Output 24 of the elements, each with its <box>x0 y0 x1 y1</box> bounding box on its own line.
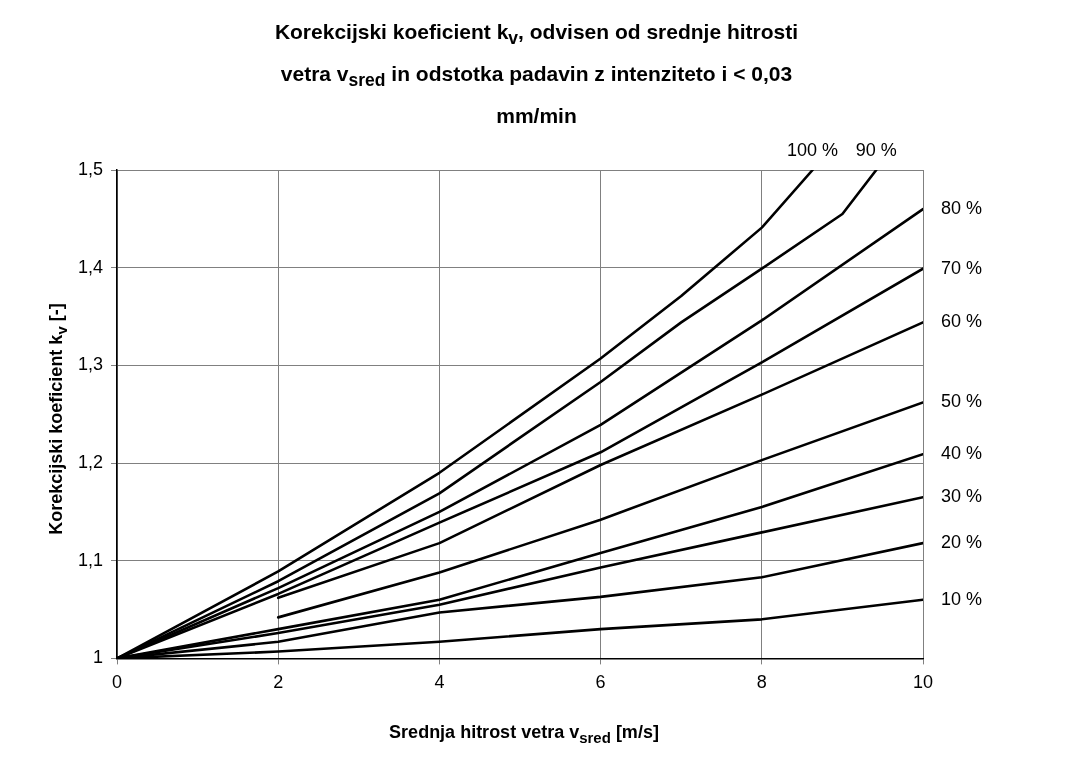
series-label: 80 % <box>941 198 983 219</box>
series-label: 20 % <box>941 532 983 553</box>
x-axis-title: Srednja hitrost vetra v$_{sred}$ [m/s] <box>388 722 660 746</box>
series-label: 30 % <box>941 486 983 507</box>
series-label: 60 % <box>941 311 983 332</box>
x-tick-label: 4 <box>434 672 445 693</box>
series-label: 100 % <box>787 139 839 160</box>
series-label: 70 % <box>941 257 983 278</box>
series-label: 50 % <box>941 391 983 412</box>
x-tick-label: 6 <box>595 672 606 693</box>
y-tick-label: 1,3 <box>77 354 104 375</box>
chart-title: Korekcijski koeficient k$_{v}$, odvisen od srednje hitrosti vetra v$_{sred}$ in odstotka padavin z intenziteto i < 0,03 mm/min <box>274 20 799 128</box>
x-tick-label: 0 <box>112 672 123 693</box>
series-label: 10 % <box>941 588 983 609</box>
x-tick-label: 10 <box>912 672 934 693</box>
y-tick-label: 1 <box>93 647 104 668</box>
x-tick-label: 8 <box>756 672 767 693</box>
y-tick-label: 1,1 <box>77 549 104 570</box>
series-label: 90 % <box>855 139 897 160</box>
x-tick-label: 2 <box>273 672 284 693</box>
y-tick-label: 1,2 <box>77 452 104 473</box>
y-tick-label: 1,4 <box>77 256 104 277</box>
y-tick-label: 1,5 <box>77 158 104 179</box>
series-label: 40 % <box>941 443 983 464</box>
